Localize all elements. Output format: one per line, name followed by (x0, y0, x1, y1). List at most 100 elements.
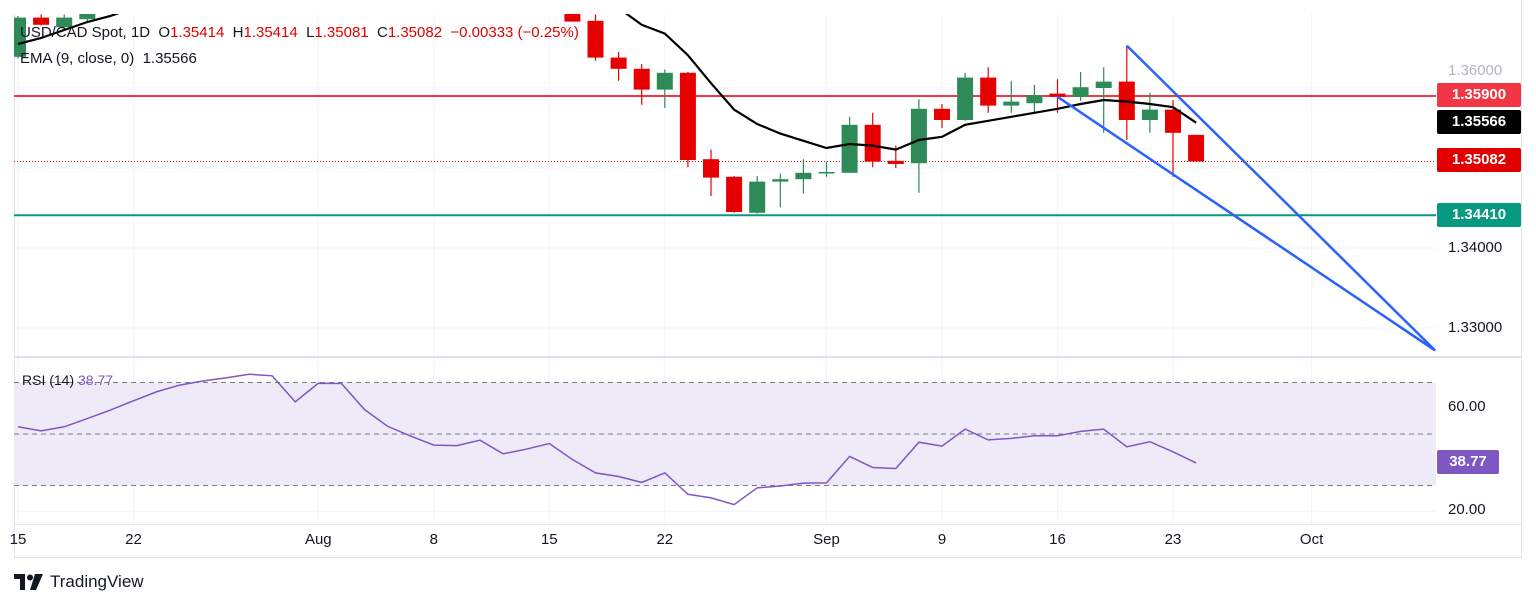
candle-body (726, 176, 743, 212)
candle (726, 176, 743, 213)
rsi-tick-20: 20.00 (1448, 501, 1486, 518)
candle-body (864, 124, 881, 162)
candle-body (841, 124, 858, 173)
candle-body (587, 20, 604, 58)
candle (1003, 80, 1020, 113)
candle (79, 14, 96, 23)
candle-body (703, 159, 719, 178)
candle-body (1049, 93, 1066, 97)
support-price-tag: 1.34410 (1437, 203, 1521, 227)
candle-body (679, 72, 696, 160)
candle-body (656, 72, 673, 90)
ema-price-tag: 1.35566 (1437, 110, 1521, 134)
low-value: 1.35081 (314, 24, 369, 41)
trendline (1056, 95, 1436, 352)
change-value: −0.00333 (−0.25%) (450, 24, 579, 41)
rsi-value: 38.77 (78, 372, 114, 388)
rsi-label: RSI (14) (22, 372, 75, 388)
candle (910, 99, 927, 193)
candle-body (564, 14, 581, 22)
candle (587, 14, 604, 61)
ema-legend: EMA (9, close, 0) 1.35566 (20, 50, 197, 67)
candle (957, 72, 974, 121)
rsi-line (17, 373, 1197, 506)
candle-body (1003, 101, 1020, 106)
date-tick: 15 (9, 531, 27, 548)
symbol-name: USD/CAD Spot, 1D (20, 24, 151, 41)
ema-line (17, 14, 1197, 151)
candle-body (1165, 109, 1181, 133)
candle (772, 173, 789, 208)
candle (1026, 84, 1043, 113)
candle (1141, 92, 1158, 133)
symbol-legend: USD/CAD Spot, 1D O1.35414 H1.35414 L1.35… (20, 24, 579, 41)
tradingview-logo-icon (14, 574, 43, 590)
candle (14, 16, 26, 59)
candle-body (957, 77, 974, 120)
candle (564, 14, 581, 22)
tradingview-logo[interactable]: TradingView (14, 572, 144, 592)
candle-body (1141, 109, 1158, 120)
date-tick: 22 (656, 531, 674, 548)
candle-body (56, 17, 73, 28)
candle (818, 161, 835, 177)
date-tick: 15 (540, 531, 558, 548)
close-value: 1.35082 (387, 24, 443, 41)
candle (633, 64, 650, 105)
right-border (1521, 0, 1522, 558)
high-label: H (232, 24, 244, 41)
candle-body (79, 14, 96, 20)
price-tick-1.36: 1.36000 (1448, 62, 1503, 79)
candle (980, 67, 997, 113)
pane-separator[interactable] (14, 356, 1521, 358)
candle (1118, 45, 1135, 140)
candle (610, 52, 627, 81)
rsi-pane[interactable] (14, 373, 1436, 506)
date-tick: Oct (1299, 531, 1324, 548)
date-tick: Aug (304, 531, 332, 548)
candle (795, 159, 812, 194)
price-pane[interactable] (10, 0, 1436, 352)
rsi-legend: RSI (14) 38.77 (22, 372, 113, 388)
time-axis-border (14, 524, 1521, 525)
candle-body (14, 17, 26, 57)
open-label: O (158, 24, 171, 41)
candle-body (795, 172, 812, 180)
candle-body (610, 57, 627, 69)
tradingview-logo-text: TradingView (50, 572, 144, 591)
close-label: C (376, 24, 388, 41)
candle-body (818, 172, 835, 174)
candle (679, 72, 696, 168)
candle (1188, 134, 1205, 162)
trendline (1125, 44, 1436, 352)
date-tick: 16 (1049, 531, 1066, 548)
candle (56, 14, 73, 29)
candle-body (33, 17, 50, 25)
candle-body (633, 68, 650, 90)
date-tick: 23 (1164, 531, 1182, 548)
ema-label: EMA (9, close, 0) (20, 50, 135, 67)
candle-body (1026, 95, 1043, 104)
candle-body (980, 77, 997, 106)
candle-body (1188, 134, 1205, 162)
left-border (14, 14, 15, 557)
date-tick: 22 (125, 531, 142, 548)
candle-body (1095, 81, 1112, 88)
resistance-price-tag: 1.35900 (1437, 83, 1521, 107)
bottom-border (14, 557, 1521, 558)
date-tick: 8 (429, 531, 438, 548)
candle (864, 112, 881, 168)
price-tick-1.34: 1.34000 (1448, 239, 1503, 256)
candle (749, 176, 766, 214)
candle-body (772, 179, 789, 182)
high-value: 1.35414 (243, 24, 298, 41)
rsi-tick-60: 60.00 (1448, 398, 1486, 415)
date-tick: 9 (937, 531, 947, 548)
candle-body (749, 181, 766, 213)
low-label: L (306, 24, 315, 41)
candle (656, 69, 673, 108)
ema-value: 1.35566 (142, 50, 197, 67)
candle-body (934, 108, 950, 120)
candle (703, 149, 719, 196)
